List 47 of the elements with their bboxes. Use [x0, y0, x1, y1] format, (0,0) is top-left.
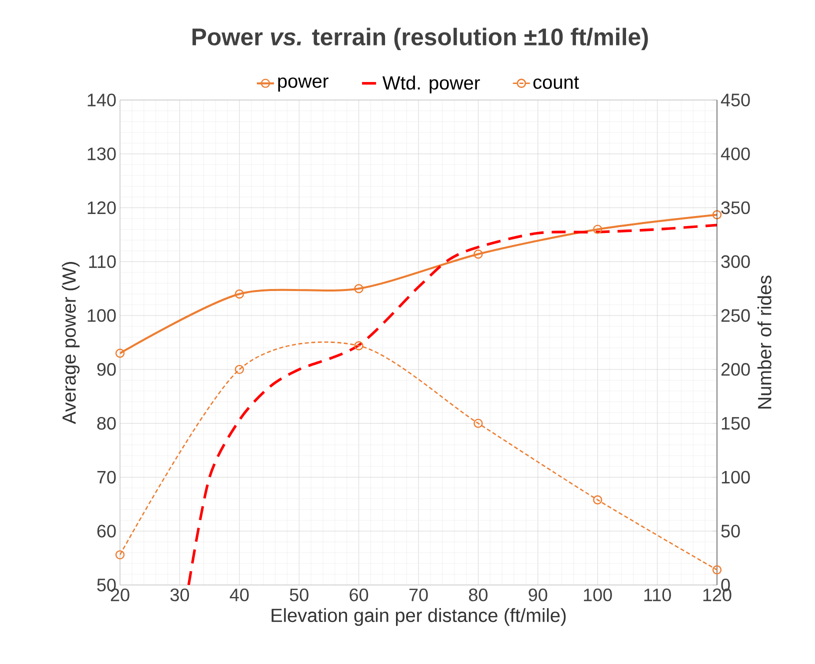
legend-label: count — [533, 76, 579, 89]
point — [592, 495, 602, 504]
x-tick-label: 80 — [468, 588, 488, 602]
x-tick-label: 70 — [409, 588, 428, 602]
x-tick-label: 90 — [528, 588, 548, 602]
chart-title: Power vs. terrain (resolution ±10 ft/mile) — [192, 28, 648, 50]
y-tick-label: 140 — [88, 94, 116, 106]
y-tick-label: 120 — [88, 201, 116, 214]
point — [234, 364, 244, 374]
line-series — [187, 224, 717, 585]
legend-label: Wtd. power — [382, 76, 480, 94]
point — [115, 348, 125, 358]
point — [592, 224, 602, 234]
x-tick-label: 40 — [230, 588, 249, 602]
point — [712, 210, 722, 220]
y2-tick-label: 400 — [720, 148, 750, 160]
y2-tick-label: 100 — [722, 470, 750, 484]
point — [474, 418, 483, 428]
y2-tick-label: 200 — [721, 363, 750, 376]
x-tick-label: 110 — [644, 588, 671, 602]
y-tick-label: 80 — [97, 416, 116, 430]
y2-tick-label: 50 — [721, 524, 740, 538]
y-tick-label: 130 — [88, 148, 116, 160]
point — [474, 250, 483, 259]
y2-tick-label: 350 — [721, 201, 750, 214]
point — [354, 341, 364, 350]
legend-label: power — [278, 77, 328, 92]
point — [354, 284, 364, 294]
x-tick-label: 50 — [290, 588, 308, 602]
x-tick-label: 30 — [170, 588, 190, 602]
y2-tick-label: 150 — [722, 416, 750, 430]
y-tick-label: 90 — [97, 363, 116, 376]
y-tick-label: 70 — [97, 470, 116, 484]
y2-tick-label: 250 — [721, 309, 750, 322]
y-tick-label: 100 — [88, 309, 116, 322]
y-tick-label: 110 — [89, 255, 116, 268]
point — [234, 289, 244, 299]
y2-tick-label: 300 — [721, 255, 750, 268]
point — [712, 565, 722, 574]
y-tick-label: 60 — [97, 524, 116, 538]
y2-axis-title: Number of rides — [757, 276, 772, 409]
point — [115, 550, 125, 560]
y-axis-title: Average power (W) — [62, 262, 80, 424]
x-tick-label: 60 — [350, 588, 368, 602]
y2-tick-label: 450 — [720, 94, 750, 106]
x-tick-label: 100 — [584, 588, 612, 602]
x-axis-title: Elevation gain per distance (ft/mile) — [272, 608, 566, 626]
